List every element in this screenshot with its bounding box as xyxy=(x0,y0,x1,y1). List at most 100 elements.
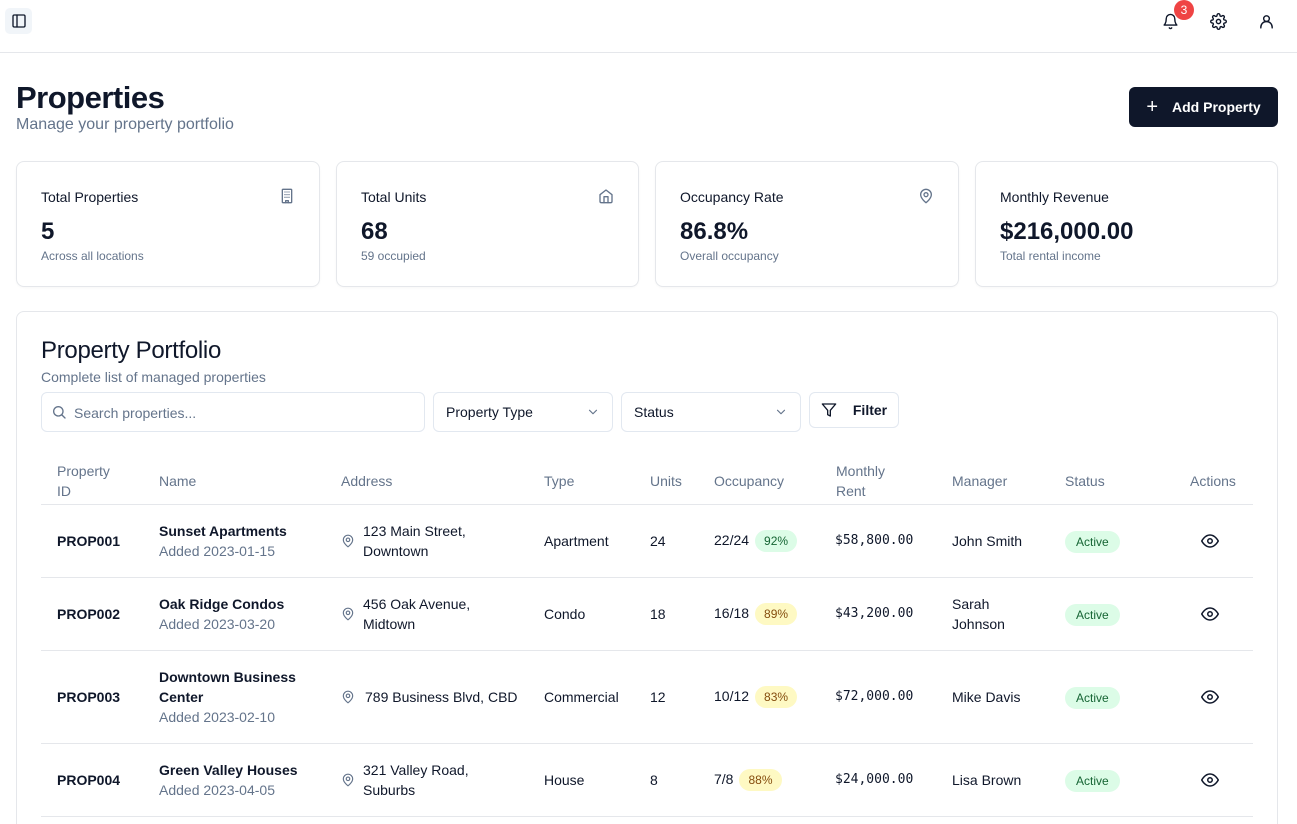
building-icon xyxy=(281,188,293,204)
filter-button[interactable]: Filter xyxy=(809,392,899,428)
property-added-date: Added 2023-02-10 xyxy=(159,709,275,725)
header-status[interactable]: Status xyxy=(1065,473,1105,489)
status-select[interactable]: Status xyxy=(621,392,801,432)
status-badge: Active xyxy=(1065,687,1120,709)
property-occupancy: 7/8 88% xyxy=(714,769,782,791)
occupancy-count: 10/12 xyxy=(714,688,750,704)
table-row[interactable]: PROP003 Downtown Business Center Added 2… xyxy=(41,650,1253,743)
chevron-down-icon xyxy=(588,409,598,415)
page-title: Properties xyxy=(16,80,165,115)
property-type: Condo xyxy=(544,606,586,622)
property-units: 8 xyxy=(650,772,658,788)
property-occupancy: 22/24 92% xyxy=(714,530,798,552)
property-address: 456 Oak Avenue, Midtown xyxy=(363,596,471,632)
eye-icon[interactable] xyxy=(1201,532,1219,550)
property-type: Apartment xyxy=(544,533,609,549)
stat-value: $216,000.00 xyxy=(1000,218,1134,245)
property-type-select-label: Property Type xyxy=(446,404,533,420)
property-name: Green Valley Houses xyxy=(159,762,298,778)
header-address[interactable]: Address xyxy=(341,473,393,489)
map-pin-icon xyxy=(920,188,932,204)
property-type-select[interactable]: Property Type xyxy=(433,392,613,432)
user-profile-button[interactable] xyxy=(1255,10,1277,32)
notification-badge: 3 xyxy=(1174,0,1194,20)
chevron-down-icon xyxy=(776,409,786,415)
top-bar: 3 xyxy=(0,0,1297,53)
stat-card-monthly-revenue: Monthly Revenue $216,000.00 Total rental… xyxy=(975,161,1278,287)
eye-icon[interactable] xyxy=(1201,688,1219,706)
property-type: Commercial xyxy=(544,689,619,705)
header-name[interactable]: Name xyxy=(159,473,197,489)
table-row[interactable]: PROP001 Sunset Apartments Added 2023-01-… xyxy=(41,504,1253,577)
stat-value: 86.8% xyxy=(680,218,749,245)
property-type: House xyxy=(544,772,585,788)
property-occupancy: 10/12 83% xyxy=(714,686,798,708)
settings-button[interactable] xyxy=(1207,10,1229,32)
search-box xyxy=(41,392,425,432)
property-id: PROP004 xyxy=(57,772,121,788)
header-monthly-rent[interactable]: Monthly Rent xyxy=(836,463,886,499)
eye-icon[interactable] xyxy=(1201,605,1219,623)
filter-icon xyxy=(821,403,837,417)
stat-sub: Across all locations xyxy=(41,249,144,263)
property-name: Sunset Apartments xyxy=(159,523,287,539)
search-icon xyxy=(53,406,66,419)
table-row[interactable]: PROP004 Green Valley Houses Added 2023-0… xyxy=(41,743,1253,816)
occupancy-percent-badge: 83% xyxy=(755,686,798,708)
header-occupancy[interactable]: Occupancy xyxy=(714,473,785,489)
notifications-button[interactable] xyxy=(1159,10,1181,32)
occupancy-percent-badge: 88% xyxy=(739,769,782,791)
user-icon xyxy=(1259,14,1273,29)
header-manager[interactable]: Manager xyxy=(952,473,1008,489)
property-id: PROP002 xyxy=(57,606,121,622)
stat-label: Occupancy Rate xyxy=(680,189,784,205)
gear-icon xyxy=(1209,12,1227,30)
status-badge: Active xyxy=(1065,604,1120,626)
property-added-date: Added 2023-04-05 xyxy=(159,782,275,798)
stat-card-occupancy-rate: Occupancy Rate 86.8% Overall occupancy xyxy=(655,161,959,287)
occupancy-percent-badge: 92% xyxy=(755,530,798,552)
sidebar-icon xyxy=(11,14,26,28)
occupancy-count: 22/24 xyxy=(714,532,750,548)
property-address: 321 Valley Road, Suburbs xyxy=(363,762,469,798)
portfolio-title: Property Portfolio xyxy=(41,337,222,364)
occupancy-count: 7/8 xyxy=(714,771,734,787)
property-portfolio-card: Property Portfolio Complete list of mana… xyxy=(16,311,1278,824)
property-manager: Mike Davis xyxy=(952,689,1021,705)
property-address: 789 Business Blvd, CBD xyxy=(365,689,518,705)
stat-label: Total Units xyxy=(361,189,427,205)
bell-icon xyxy=(1162,13,1178,29)
header-property-id[interactable]: Property ID xyxy=(57,463,110,499)
header-type[interactable]: Type xyxy=(544,473,575,489)
header-units[interactable]: Units xyxy=(650,473,682,489)
sidebar-toggle-button[interactable] xyxy=(5,8,32,34)
property-id: PROP001 xyxy=(57,533,121,549)
filter-label: Filter xyxy=(852,402,888,418)
map-pin-icon xyxy=(342,534,354,548)
property-units: 24 xyxy=(650,533,666,549)
stat-value: 68 xyxy=(361,218,388,245)
page-subtitle: Manage your property portfolio xyxy=(16,116,234,133)
property-manager: Lisa Brown xyxy=(952,772,1022,788)
stat-sub: Total rental income xyxy=(1000,249,1101,263)
stat-sub: Overall occupancy xyxy=(680,249,779,263)
property-id: PROP003 xyxy=(57,689,121,705)
property-occupancy: 16/18 89% xyxy=(714,603,798,625)
property-address: 123 Main Street, Downtown xyxy=(363,523,466,559)
table-row[interactable]: PROP002 Oak Ridge Condos Added 2023-03-2… xyxy=(41,577,1253,650)
occupancy-count: 16/18 xyxy=(714,605,750,621)
home-icon xyxy=(599,189,613,204)
property-added-date: Added 2023-03-20 xyxy=(159,616,275,632)
map-pin-icon xyxy=(342,690,354,704)
eye-icon[interactable] xyxy=(1201,771,1219,789)
add-property-button[interactable]: + Add Property xyxy=(1129,87,1278,127)
map-pin-icon xyxy=(342,773,354,787)
property-monthly-rent: $72,000.00 xyxy=(835,689,914,704)
plus-icon: + xyxy=(1146,96,1158,118)
stat-value: 5 xyxy=(41,218,55,245)
stat-card-total-units: Total Units 68 59 occupied xyxy=(336,161,639,287)
table-row xyxy=(41,816,1253,824)
property-manager: Sarah Johnson xyxy=(952,596,1005,632)
stat-card-total-properties: Total Properties 5 Across all locations xyxy=(16,161,320,287)
search-input[interactable] xyxy=(74,401,414,425)
